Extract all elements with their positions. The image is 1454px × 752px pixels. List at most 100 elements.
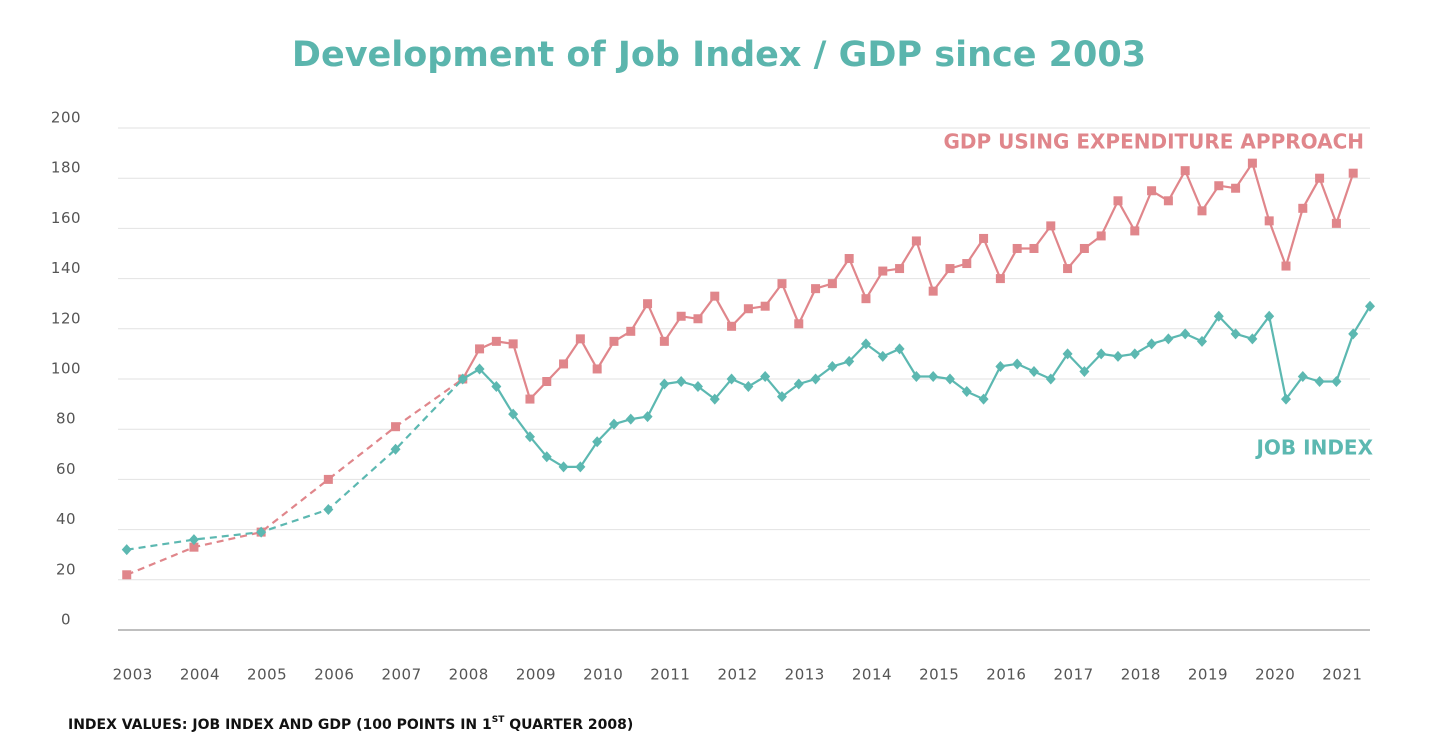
series-line-dashed xyxy=(126,378,464,551)
marker xyxy=(979,233,989,243)
series-label: JOB INDEX xyxy=(1254,436,1373,460)
marker xyxy=(391,422,401,432)
marker xyxy=(575,461,586,473)
x-tick-label: 2013 xyxy=(785,666,825,684)
footnote-superscript: ST xyxy=(492,715,505,725)
marker xyxy=(878,266,888,276)
marker xyxy=(1129,348,1140,360)
marker xyxy=(760,370,771,382)
marker xyxy=(1029,243,1039,253)
y-tick-label: 100 xyxy=(51,360,81,378)
y-tick-label: 80 xyxy=(56,410,76,428)
marker xyxy=(676,376,687,388)
marker xyxy=(1197,206,1207,216)
x-tick-label: 2012 xyxy=(717,666,757,684)
marker xyxy=(1130,226,1140,236)
marker xyxy=(945,264,955,274)
marker xyxy=(1281,261,1291,271)
marker xyxy=(944,373,955,385)
marker xyxy=(256,526,267,538)
marker xyxy=(1163,196,1173,206)
marker xyxy=(524,431,535,443)
marker xyxy=(961,386,972,398)
marker xyxy=(760,301,770,311)
marker xyxy=(1180,328,1191,340)
y-tick-label: 60 xyxy=(56,460,76,478)
x-tick-label: 2003 xyxy=(113,666,153,684)
marker xyxy=(1112,350,1123,362)
marker xyxy=(541,451,552,463)
marker xyxy=(844,355,855,367)
marker xyxy=(608,418,619,430)
y-tick-label: 160 xyxy=(51,209,81,227)
x-tick-label: 2009 xyxy=(516,666,556,684)
marker xyxy=(491,381,502,393)
marker xyxy=(895,264,905,274)
marker xyxy=(811,284,821,294)
marker xyxy=(1247,333,1258,345)
marker xyxy=(542,377,552,387)
marker xyxy=(1012,358,1023,370)
marker xyxy=(1113,196,1123,206)
marker xyxy=(1314,376,1325,388)
marker xyxy=(575,334,585,344)
marker xyxy=(1079,243,1089,253)
marker xyxy=(827,279,837,289)
marker xyxy=(743,304,753,314)
marker xyxy=(121,544,132,556)
marker xyxy=(793,378,804,390)
marker xyxy=(1231,183,1241,193)
marker xyxy=(626,326,636,336)
marker xyxy=(1163,333,1174,345)
x-tick-label: 2020 xyxy=(1255,666,1295,684)
marker xyxy=(1012,243,1022,253)
marker xyxy=(1298,203,1308,213)
marker xyxy=(1247,158,1257,168)
marker xyxy=(323,474,333,484)
marker xyxy=(709,393,720,405)
marker xyxy=(1079,365,1090,377)
marker xyxy=(1147,186,1157,196)
marker xyxy=(1196,335,1207,347)
marker xyxy=(1348,328,1359,340)
marker xyxy=(727,321,737,331)
x-tick-label: 2014 xyxy=(852,666,892,684)
marker xyxy=(643,299,653,309)
marker xyxy=(827,360,838,372)
marker xyxy=(642,411,653,423)
marker xyxy=(592,364,602,374)
marker xyxy=(1230,328,1241,340)
marker xyxy=(1062,348,1073,360)
marker xyxy=(693,314,703,324)
marker xyxy=(726,373,737,385)
marker xyxy=(810,373,821,385)
y-tick-label: 140 xyxy=(51,259,81,277)
chart-title: Development of Job Index / GDP since 200… xyxy=(292,35,1146,75)
marker xyxy=(122,570,132,580)
marker xyxy=(457,373,468,385)
marker xyxy=(1180,166,1190,176)
footnote-text-after: QUARTER 2008) xyxy=(504,717,633,733)
footnote-text: INDEX VALUES: JOB INDEX AND GDP (100 POI… xyxy=(68,717,492,733)
x-tick-label: 2011 xyxy=(650,666,690,684)
marker xyxy=(1331,218,1341,228)
marker xyxy=(525,394,535,404)
marker xyxy=(861,294,871,304)
marker xyxy=(323,504,334,516)
x-tick-label: 2004 xyxy=(180,666,220,684)
x-tick-label: 2008 xyxy=(449,666,489,684)
marker xyxy=(659,336,669,346)
marker xyxy=(928,370,939,382)
x-tick-label: 2006 xyxy=(314,666,354,684)
marker xyxy=(1348,168,1358,178)
marker xyxy=(1297,370,1308,382)
marker xyxy=(1146,338,1157,350)
marker xyxy=(995,360,1006,372)
y-tick-label: 0 xyxy=(61,611,71,629)
marker xyxy=(894,343,905,355)
marker xyxy=(1046,221,1056,231)
marker xyxy=(1365,300,1375,312)
y-tick-label: 180 xyxy=(51,159,81,177)
marker xyxy=(794,319,804,329)
